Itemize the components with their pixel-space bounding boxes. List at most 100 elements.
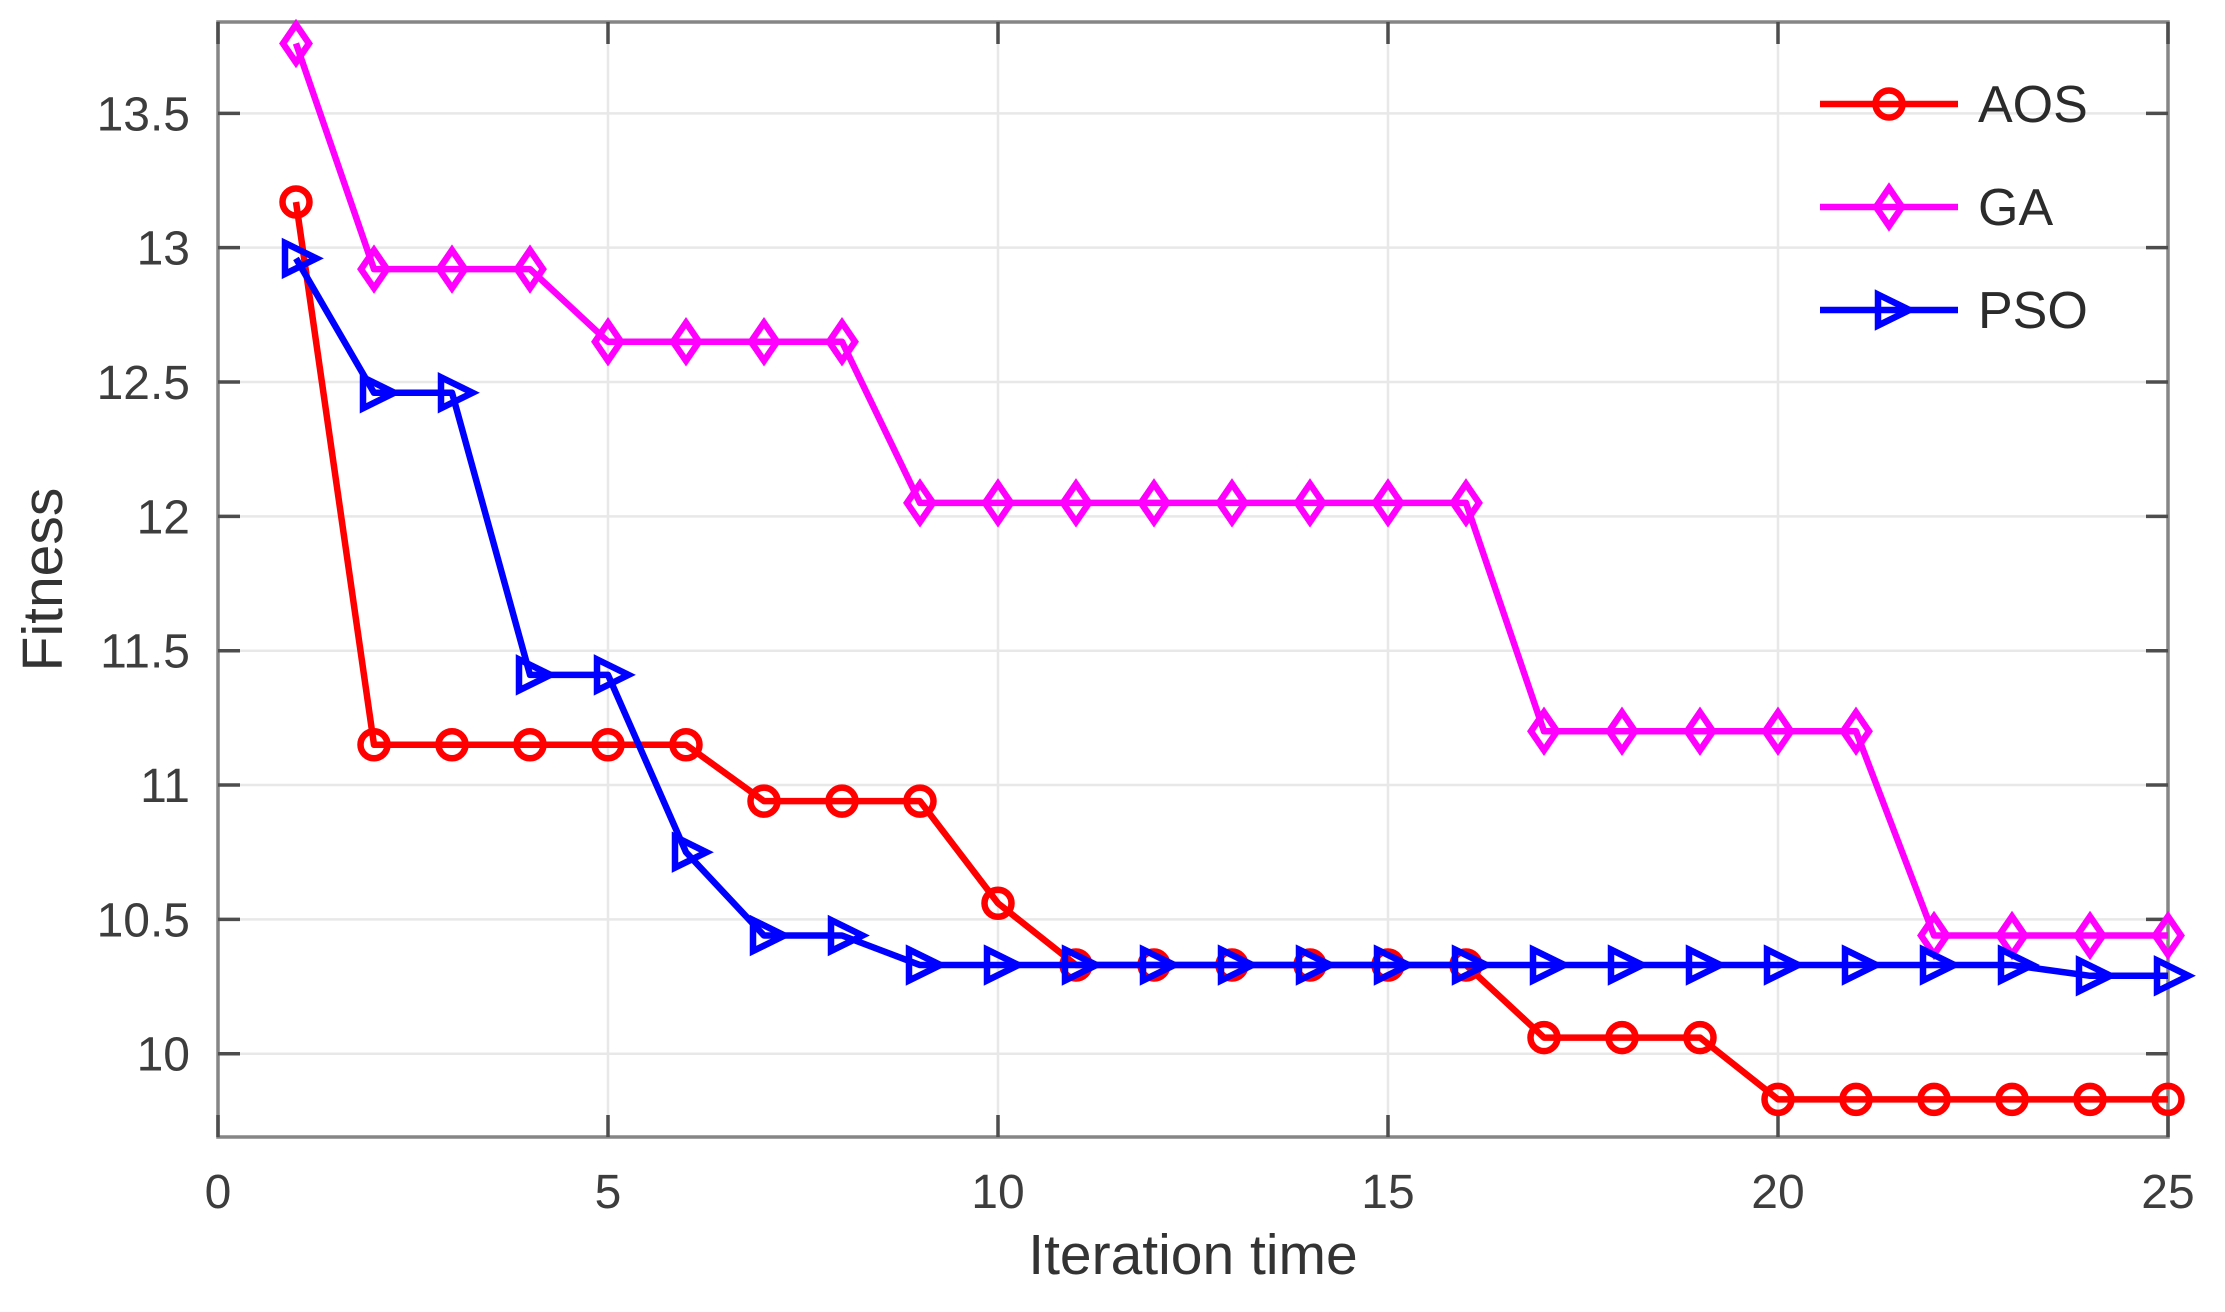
ga-marker	[669, 316, 703, 367]
y-tick-label: 11.5	[100, 626, 190, 679]
ga-marker	[1761, 706, 1795, 757]
pso-marker	[1061, 944, 1104, 986]
ga-marker	[1605, 706, 1639, 757]
ga-marker	[1839, 706, 1873, 757]
aos-marker	[2073, 1082, 2107, 1117]
aos-marker	[435, 727, 469, 762]
pso-marker	[437, 372, 480, 414]
aos-marker	[513, 727, 547, 762]
pso-series-line	[293, 256, 2168, 980]
aos-marker	[669, 727, 703, 762]
aos-marker	[1761, 1082, 1795, 1117]
y-axis-label: Fitness	[11, 488, 75, 672]
pso-marker	[593, 654, 636, 696]
legend-item-pso: PSO	[1820, 282, 2088, 340]
y-tick-label: 13.5	[97, 88, 190, 141]
data-series-layer	[279, 18, 2196, 1117]
circle-icon	[1872, 87, 1906, 121]
aos-marker	[1917, 1082, 1951, 1117]
ga-marker	[1293, 478, 1327, 528]
pso-series	[281, 237, 2196, 997]
legend-label: AOS	[1978, 76, 2088, 134]
pso-marker	[1373, 944, 1416, 986]
y-axis-tick-labels: 10 10.5 11 11.5 12 12.5 13 13.5	[97, 88, 190, 1081]
ga-series	[279, 18, 2185, 961]
x-tick-label: 25	[2141, 1166, 2194, 1219]
aos-marker	[1995, 1082, 2029, 1117]
ga-marker	[1059, 478, 1093, 528]
aos-marker	[981, 886, 1015, 921]
pso-marker	[2075, 955, 2118, 997]
pso-marker	[1607, 944, 1650, 986]
y-tick-label: 13	[137, 223, 190, 276]
plot-border	[216, 20, 2170, 1139]
legend-label: GA	[1978, 179, 2053, 237]
y-tick-label: 12.5	[97, 357, 190, 410]
pso-marker	[2153, 955, 2196, 997]
aos-marker	[1839, 1082, 1873, 1117]
ga-marker	[1449, 478, 1483, 528]
pso-marker	[1529, 944, 1572, 986]
aos-marker	[747, 784, 781, 818]
pso-marker	[1763, 944, 1806, 986]
pso-marker	[1139, 944, 1182, 986]
aos-marker	[2151, 1082, 2185, 1117]
axis-tick-marks	[216, 22, 2170, 1137]
aos-marker	[1527, 1020, 1561, 1055]
aos-marker	[1605, 1020, 1639, 1055]
gridlines	[218, 22, 2168, 1137]
pso-marker	[1685, 944, 1728, 986]
pso-marker	[983, 944, 1026, 986]
pso-marker	[827, 914, 870, 957]
y-tick-label: 11	[140, 760, 190, 813]
y-tick-label: 12	[137, 491, 190, 544]
diamond-icon	[1872, 182, 1906, 232]
ga-marker	[513, 244, 547, 294]
pso-marker	[1295, 944, 1338, 986]
x-tick-label: 0	[205, 1166, 232, 1219]
legend-label: PSO	[1978, 282, 2088, 340]
pso-marker	[749, 914, 792, 957]
legend-item-ga: GA	[1820, 179, 2053, 237]
x-axis-tick-labels: 0 5 10 15 20 25	[205, 1166, 2195, 1219]
aos-marker	[279, 185, 313, 219]
pso-marker	[1217, 944, 1260, 986]
ga-marker	[903, 478, 937, 528]
y-tick-label: 10.5	[97, 894, 190, 947]
ga-marker	[2073, 910, 2107, 961]
y-tick-label: 10	[137, 1029, 190, 1082]
ga-marker	[1683, 706, 1717, 757]
ga-series-line	[292, 42, 2168, 939]
ga-marker	[981, 478, 1015, 528]
ga-marker	[747, 316, 781, 367]
ga-marker	[1527, 706, 1561, 757]
pso-marker	[281, 237, 324, 280]
aos-marker	[1683, 1020, 1717, 1055]
x-tick-label: 5	[595, 1166, 622, 1219]
pso-marker	[671, 831, 714, 873]
aos-marker	[591, 727, 625, 762]
pso-marker	[1451, 944, 1494, 986]
legend-item-aos: AOS	[1820, 76, 2088, 134]
pso-marker	[515, 654, 558, 696]
aos-marker	[825, 784, 859, 818]
pso-marker	[905, 944, 948, 986]
pso-marker	[1919, 944, 1962, 986]
aos-marker	[357, 727, 391, 762]
x-tick-label: 15	[1361, 1166, 1414, 1219]
ga-marker	[1137, 478, 1171, 528]
ga-marker	[591, 316, 625, 367]
ga-marker	[825, 316, 859, 367]
x-tick-label: 10	[971, 1166, 1024, 1219]
ga-marker	[1371, 478, 1405, 528]
x-tick-label: 20	[1751, 1166, 1804, 1219]
pso-marker	[1841, 944, 1884, 986]
pso-marker	[1997, 944, 2040, 986]
x-axis-label: Iteration time	[1028, 1223, 1357, 1287]
triangle-right-icon	[1874, 289, 1917, 331]
pso-marker	[359, 372, 402, 414]
legend: AOS GA PSO	[1820, 76, 2088, 340]
ga-marker	[279, 18, 313, 69]
